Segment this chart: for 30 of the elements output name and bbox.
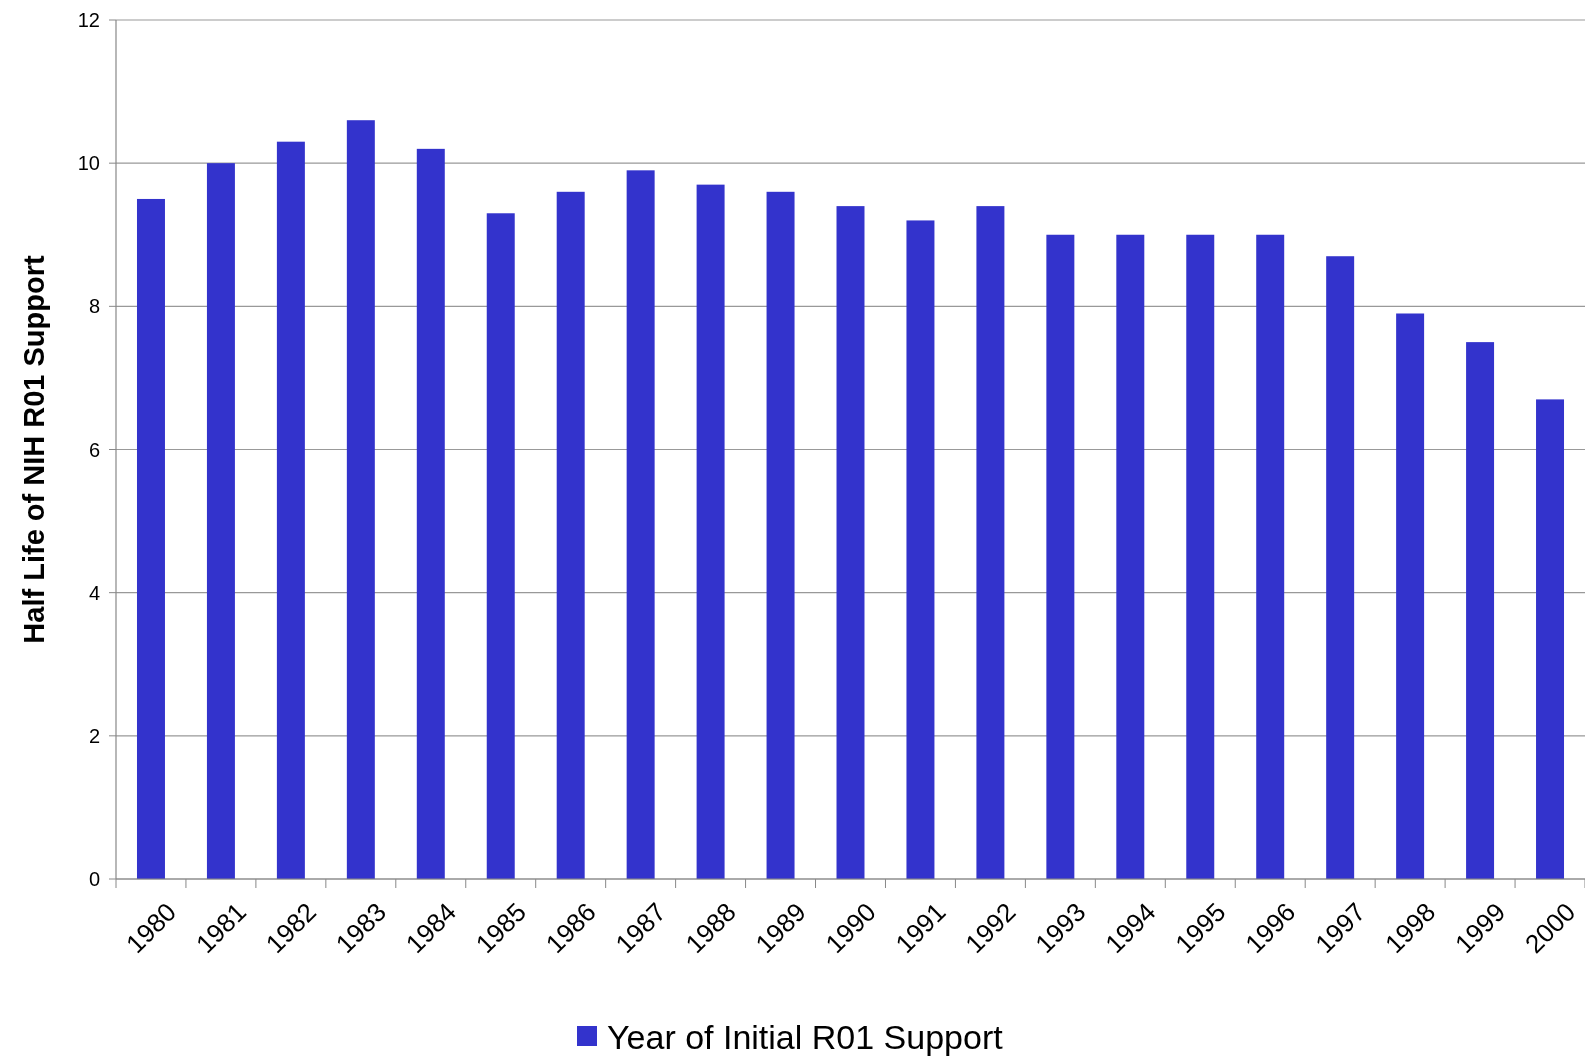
bar [906,220,935,879]
bar [136,198,165,879]
bar [1046,234,1075,879]
y-tick-label: 8 [88,295,100,318]
bar [976,206,1005,879]
bar [836,206,865,879]
bar [206,163,235,879]
bar [626,170,655,879]
bar [1326,256,1355,879]
y-tick-label: 10 [77,152,100,175]
y-axis-title: Half Life of NIH R01 Support [18,255,50,644]
bar [1186,234,1215,879]
bar [1256,234,1285,879]
y-tick-label: 0 [88,868,100,890]
bar [1466,342,1495,879]
y-tick-label: 12 [77,9,100,31]
bar [556,191,585,879]
legend-label: Year of Initial R01 Support [607,1017,1004,1056]
bar [416,148,445,879]
y-tick-label: 6 [88,438,100,461]
bar [486,213,515,879]
bar [276,141,305,879]
bar [766,191,795,879]
bar [1396,313,1425,879]
y-tick-label: 4 [88,581,100,604]
y-tick-label: 2 [88,724,100,747]
bar [346,120,375,879]
bar [1536,399,1565,879]
bar [696,184,725,879]
bar [1116,234,1145,879]
